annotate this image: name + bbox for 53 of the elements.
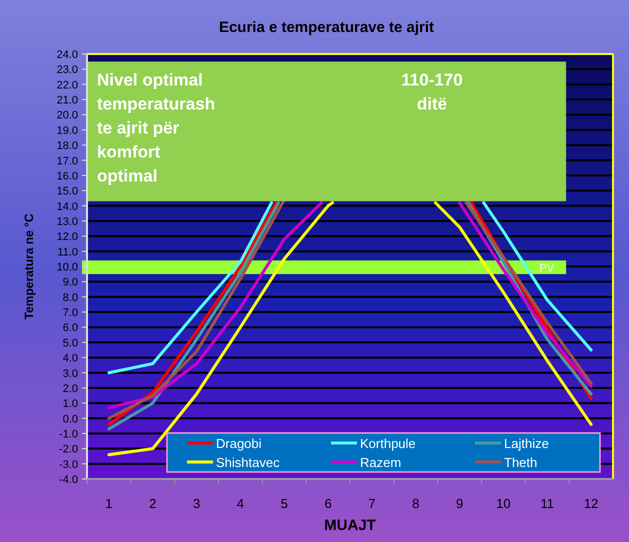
- y-tick-label: -2.0: [59, 444, 78, 456]
- legend-label: Shishtavec: [216, 455, 280, 470]
- y-tick-label: 15.0: [56, 186, 78, 198]
- y-tick-label: -1.0: [59, 428, 78, 440]
- x-tick-label: 2: [149, 496, 156, 511]
- legend-label: Dragobi: [216, 436, 262, 451]
- chart-title: Ecuria e temperaturave te ajrit: [218, 19, 434, 36]
- y-tick-label: 17.0: [56, 155, 78, 168]
- x-tick-label: 7: [368, 496, 376, 511]
- x-tick-label: 5: [280, 496, 288, 511]
- x-axis-title: MUAJT: [324, 517, 376, 534]
- x-tick-label: 10: [496, 496, 511, 511]
- x-tick-label: 8: [412, 496, 420, 511]
- y-tick-label: 16.0: [56, 170, 78, 182]
- x-tick-label: 9: [456, 496, 464, 511]
- y-tick-label: 7.0: [62, 307, 78, 320]
- y-tick-label: -4.0: [59, 474, 78, 486]
- y-tick-label: 6.0: [62, 322, 78, 334]
- legend-label: Lajthize: [504, 436, 549, 451]
- annotation: 110-170 ditë: [401, 70, 463, 114]
- legend-label: Korthpule: [360, 436, 416, 451]
- y-tick-label: 22.0: [56, 79, 78, 92]
- band-label: Nivel optimal temperaturash te ajrit për komfort optimal: [97, 70, 216, 186]
- band-label: PV: [539, 262, 555, 274]
- y-tick-label: 20.0: [56, 110, 78, 122]
- y-tick-label: 23.0: [56, 64, 78, 76]
- y-tick-label: 10.0: [56, 262, 78, 274]
- y-tick-label: 24.0: [56, 49, 78, 61]
- y-tick-label: 12.0: [56, 231, 78, 244]
- y-tick-label: 21.0: [56, 94, 78, 107]
- y-tick-label: 18.0: [56, 140, 78, 152]
- y-tick-label: 5.0: [62, 337, 78, 350]
- legend-label: Razem: [360, 455, 402, 470]
- y-tick-label: 14.0: [56, 200, 78, 213]
- y-tick-label: 1.0: [62, 398, 78, 410]
- y-tick-label: 4.0: [62, 352, 78, 365]
- legend-label: Theth: [504, 455, 538, 470]
- x-tick-label: 3: [192, 496, 200, 511]
- x-tick-label: 1: [105, 496, 113, 511]
- x-tick-label: 6: [324, 496, 332, 511]
- x-tick-label: 4: [236, 496, 244, 511]
- y-tick-label: 0.0: [62, 413, 78, 426]
- x-tick-label: 12: [584, 496, 598, 511]
- y-tick-label: 9.0: [62, 276, 78, 289]
- y-axis-title: Temperatura ne °C: [22, 213, 36, 320]
- y-tick-label: 13.0: [56, 216, 78, 228]
- y-tick-label: 19.0: [56, 124, 78, 137]
- y-tick-label: 3.0: [62, 368, 78, 380]
- y-tick-label: 11.0: [57, 246, 78, 258]
- x-tick-label: 11: [540, 496, 554, 511]
- y-tick-label: 2.0: [62, 382, 78, 395]
- y-tick-label: -3.0: [59, 458, 78, 471]
- y-tick-label: 8.0: [62, 292, 78, 304]
